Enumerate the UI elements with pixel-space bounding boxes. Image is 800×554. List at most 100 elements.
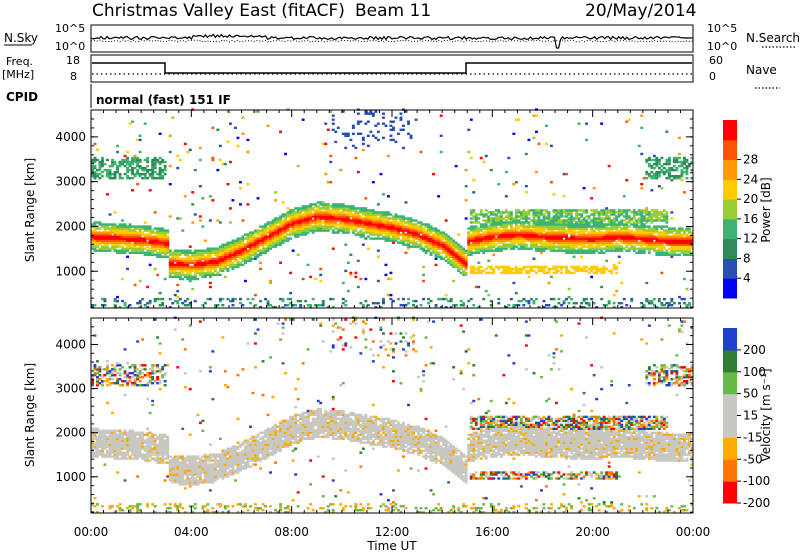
heatmap-cell: [514, 291, 518, 295]
heatmap-cell: [414, 235, 418, 238]
heatmap-cell: [497, 302, 501, 305]
heatmap-cell: [464, 199, 468, 202]
heatmap-cell: [497, 219, 501, 222]
heatmap-cell: [622, 241, 626, 244]
heatmap-cell: [334, 213, 338, 216]
heatmap-cell: [239, 251, 242, 254]
heatmap-cell: [575, 225, 578, 228]
heatmap-cell: [454, 247, 458, 250]
heatmap-cell: [625, 243, 629, 246]
heatmap-cell: [376, 233, 380, 236]
heatmap-cell: [264, 297, 267, 301]
heatmap-cell: [138, 164, 142, 168]
heatmap-cell: [650, 170, 654, 174]
heatmap-cell: [434, 245, 438, 248]
heatmap-cell: [497, 297, 501, 301]
heatmap-cell: [392, 241, 395, 244]
heatmap-cell: [389, 271, 393, 275]
heatmap-cell: [218, 253, 222, 256]
heatmap-cell: [685, 233, 689, 236]
heatmap-cell: [131, 249, 134, 252]
heatmap-cell: [660, 247, 664, 250]
heatmap-cell: [532, 219, 536, 222]
heatmap-cell: [346, 217, 350, 220]
heatmap-cell: [582, 211, 586, 214]
heatmap-cell: [251, 241, 255, 244]
heatmap-cell: [331, 223, 335, 226]
heatmap-cell: [203, 273, 207, 277]
heatmap-cell: [148, 233, 152, 236]
heatmap-cell: [522, 221, 526, 224]
heatmap-cell: [555, 213, 558, 216]
heatmap-cell: [118, 249, 122, 252]
heatmap-cell: [111, 245, 114, 248]
heatmap-cell: [524, 269, 528, 273]
heatmap-cell: [650, 243, 654, 246]
heatmap-cell: [304, 219, 308, 222]
heatmap-cell: [657, 249, 661, 252]
heatmap-cell: [479, 211, 483, 214]
heatmap-cell: [93, 366, 97, 369]
heatmap-cell: [161, 302, 165, 305]
heatmap-cell: [284, 219, 287, 222]
heatmap-cell: [126, 166, 129, 170]
heatmap-cell: [662, 247, 666, 250]
heatmap-cell: [547, 247, 551, 250]
heatmap-cell: [690, 239, 694, 242]
heatmap-cell: [499, 225, 503, 228]
heatmap-cell: [251, 233, 255, 236]
heatmap-cell: [359, 231, 363, 234]
heatmap-cell: [512, 233, 516, 236]
heatmap-cell: [246, 241, 250, 244]
heatmap-cell: [201, 255, 205, 258]
heatmap-cell: [296, 233, 300, 236]
heatmap-cell: [126, 160, 129, 164]
heatmap-cell: [229, 299, 232, 303]
heatmap-cell: [532, 217, 536, 220]
heatmap-cell: [552, 231, 556, 234]
heatmap-cell: [133, 241, 137, 244]
heatmap-cell: [93, 170, 97, 174]
heatmap-cell: [96, 447, 99, 450]
heatmap-cell: [680, 239, 684, 242]
heatmap-cell: [221, 297, 225, 301]
heatmap-cell: [392, 138, 395, 142]
heatmap-cell: [254, 237, 257, 240]
heatmap-cell: [577, 265, 581, 269]
heatmap-cell: [612, 247, 616, 250]
heatmap-cell: [484, 267, 488, 271]
heatmap-cell: [103, 433, 107, 436]
heatmap-cell: [198, 185, 202, 188]
heatmap-cell: [675, 243, 679, 246]
heatmap-cell: [399, 128, 403, 131]
heatmap-cell: [346, 209, 350, 212]
heatmap-cell: [565, 213, 568, 216]
heatmap-cell: [93, 497, 97, 500]
heatmap-cell: [499, 237, 503, 240]
heatmap-cell: [146, 229, 150, 232]
heatmap-cell: [610, 243, 614, 246]
heatmap-cell: [336, 217, 340, 220]
heatmap-cell: [173, 249, 177, 252]
heatmap-cell: [379, 237, 383, 240]
heatmap-cell: [138, 233, 142, 236]
heatmap-cell: [582, 219, 586, 222]
heatmap-cell: [256, 241, 260, 244]
heatmap-cell: [449, 237, 453, 240]
heatmap-cell: [469, 233, 473, 236]
heatmap-cell: [537, 245, 541, 248]
heatmap-cell: [530, 297, 533, 301]
heatmap-cell: [492, 271, 496, 275]
heatmap-cell: [637, 251, 641, 254]
heatmap-cell: [452, 245, 456, 248]
heatmap-cell: [284, 152, 287, 156]
heatmap-cell: [535, 211, 538, 214]
heatmap-cell: [640, 217, 644, 220]
heatmap-cell: [437, 241, 441, 244]
heatmap-cell: [580, 251, 583, 254]
heatmap-cell: [512, 243, 516, 246]
heatmap-cell: [497, 235, 501, 238]
heatmap-cell: [640, 221, 644, 224]
heatmap-cell: [429, 225, 433, 228]
heatmap-cell: [208, 275, 212, 279]
